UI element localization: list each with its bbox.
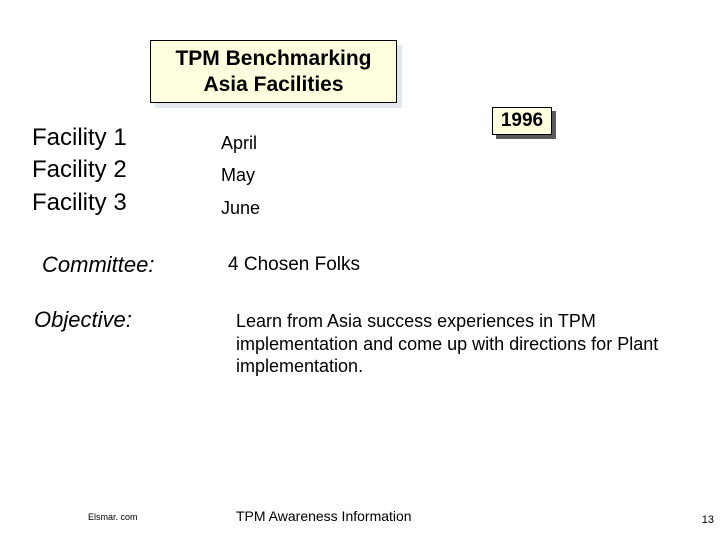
objective-value: Learn from Asia success experiences in T… (236, 310, 666, 378)
title-line2: Asia Facilities (203, 72, 343, 97)
title-box: TPM Benchmarking Asia Facilities (150, 40, 397, 103)
facility-month: April (221, 127, 260, 159)
objective-label: Objective: (34, 307, 132, 333)
facility-name: Facility 2 (32, 154, 127, 186)
committee-label: Committee: (42, 252, 154, 278)
month-list: April May June (221, 127, 260, 224)
facility-month: June (221, 192, 260, 224)
facility-name: Facility 3 (32, 187, 127, 219)
title-line1: TPM Benchmarking (175, 46, 371, 71)
facility-month: May (221, 159, 260, 191)
footer-title: TPM Awareness Information (236, 508, 412, 524)
facility-name: Facility 1 (32, 122, 127, 154)
page-number: 13 (702, 514, 714, 526)
facility-list: Facility 1 Facility 2 Facility 3 (32, 122, 127, 219)
footer-source: Elsmar. com (88, 512, 138, 522)
committee-value: 4 Chosen Folks (228, 254, 360, 276)
year-box: 1996 (492, 107, 552, 135)
